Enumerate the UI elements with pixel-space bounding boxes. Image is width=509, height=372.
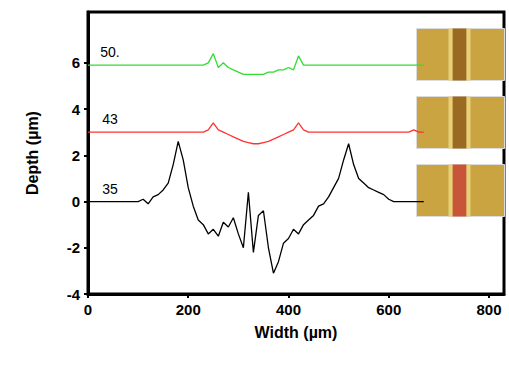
svg-text:50.: 50. <box>100 44 119 60</box>
svg-text:600: 600 <box>376 301 401 318</box>
svg-text:400: 400 <box>276 301 301 318</box>
svg-text:0: 0 <box>72 193 80 210</box>
svg-text:Depth (µm): Depth (µm) <box>24 111 41 195</box>
svg-text:200: 200 <box>176 301 201 318</box>
svg-text:4: 4 <box>72 101 81 118</box>
svg-text:Width (µm): Width (µm) <box>255 324 338 341</box>
svg-text:2: 2 <box>72 147 80 164</box>
svg-text:35: 35 <box>102 181 118 197</box>
svg-text:43: 43 <box>102 111 118 127</box>
svg-text:6: 6 <box>72 54 80 71</box>
svg-text:-2: -2 <box>67 239 80 256</box>
svg-text:-4: -4 <box>67 286 81 303</box>
svg-text:0: 0 <box>84 301 92 318</box>
svg-text:800: 800 <box>476 301 501 318</box>
